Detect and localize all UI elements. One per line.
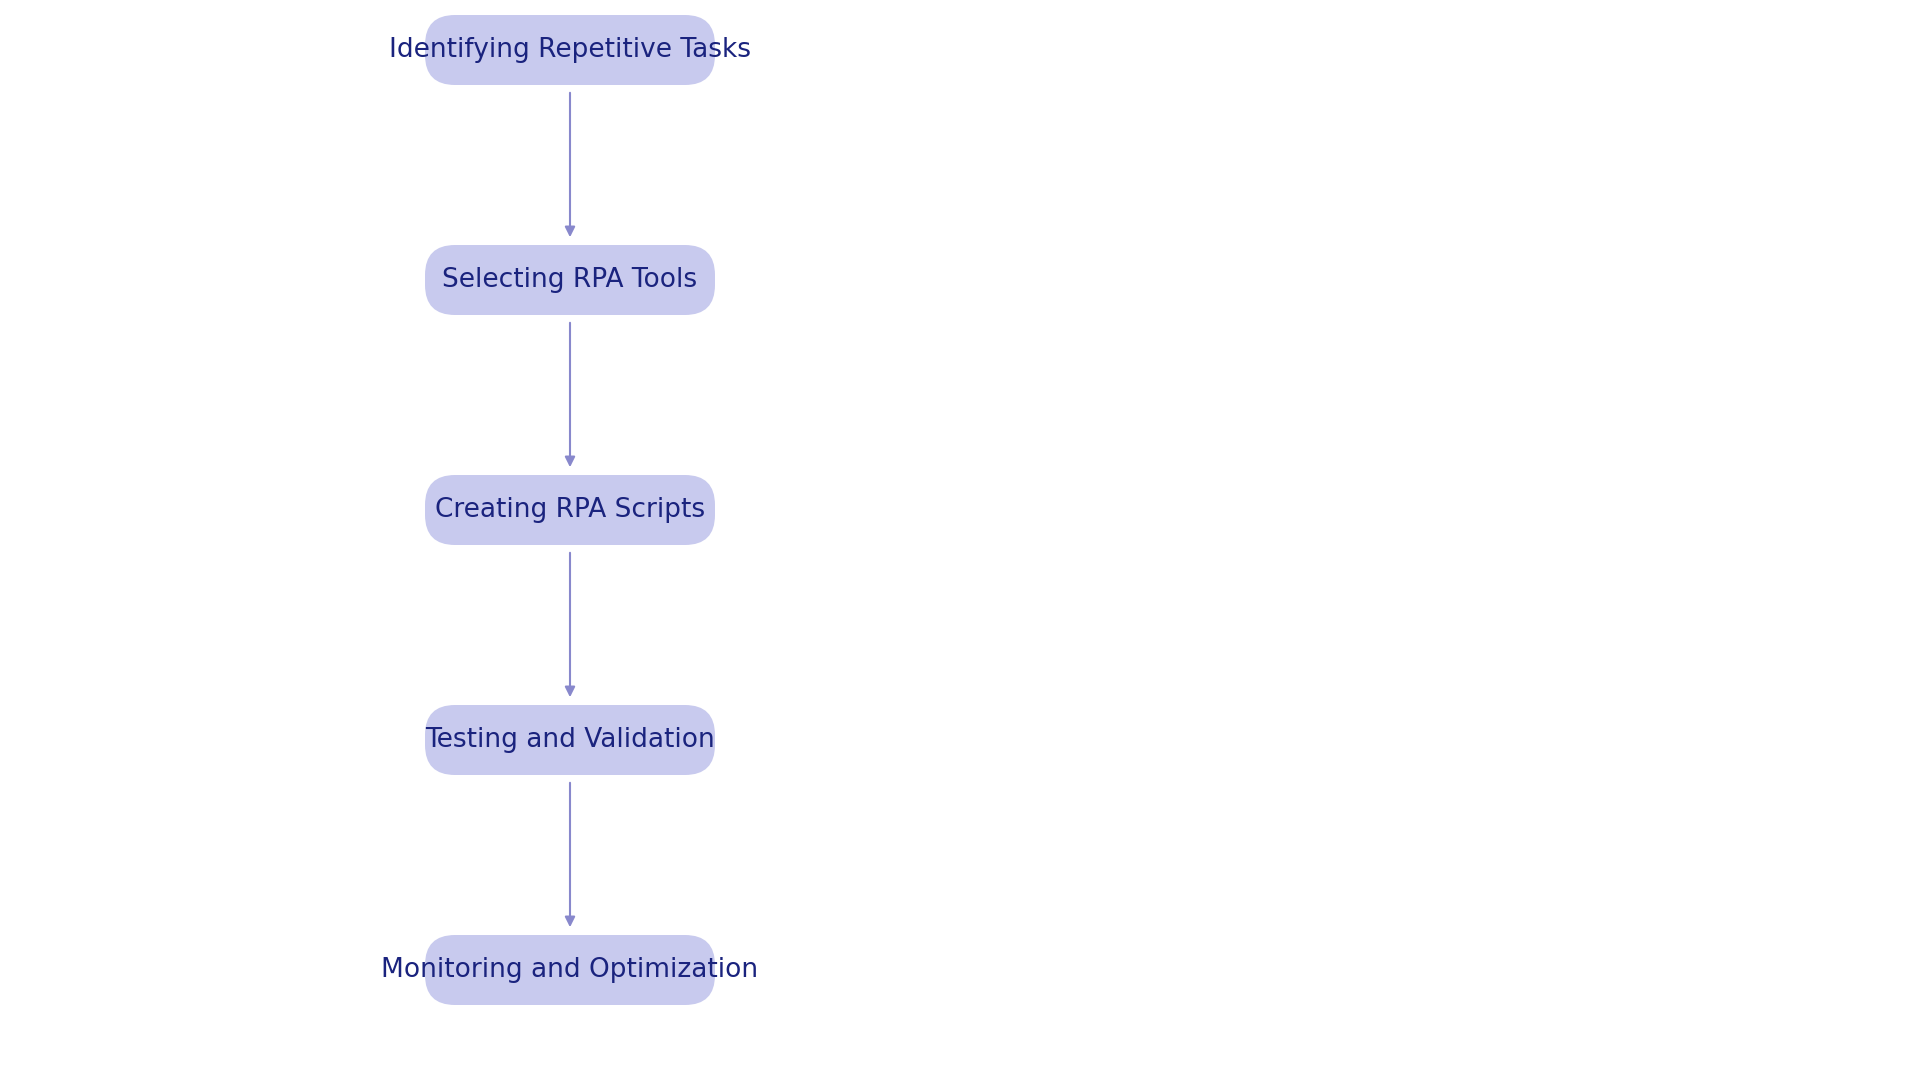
Text: Identifying Repetitive Tasks: Identifying Repetitive Tasks <box>390 37 751 63</box>
Text: Monitoring and Optimization: Monitoring and Optimization <box>382 957 758 983</box>
FancyBboxPatch shape <box>424 705 714 775</box>
FancyBboxPatch shape <box>424 15 714 84</box>
FancyBboxPatch shape <box>424 475 714 545</box>
FancyBboxPatch shape <box>424 935 714 1005</box>
Text: Testing and Validation: Testing and Validation <box>424 727 714 753</box>
Text: Creating RPA Scripts: Creating RPA Scripts <box>436 497 705 523</box>
Text: Selecting RPA Tools: Selecting RPA Tools <box>442 268 697 293</box>
FancyBboxPatch shape <box>424 245 714 315</box>
